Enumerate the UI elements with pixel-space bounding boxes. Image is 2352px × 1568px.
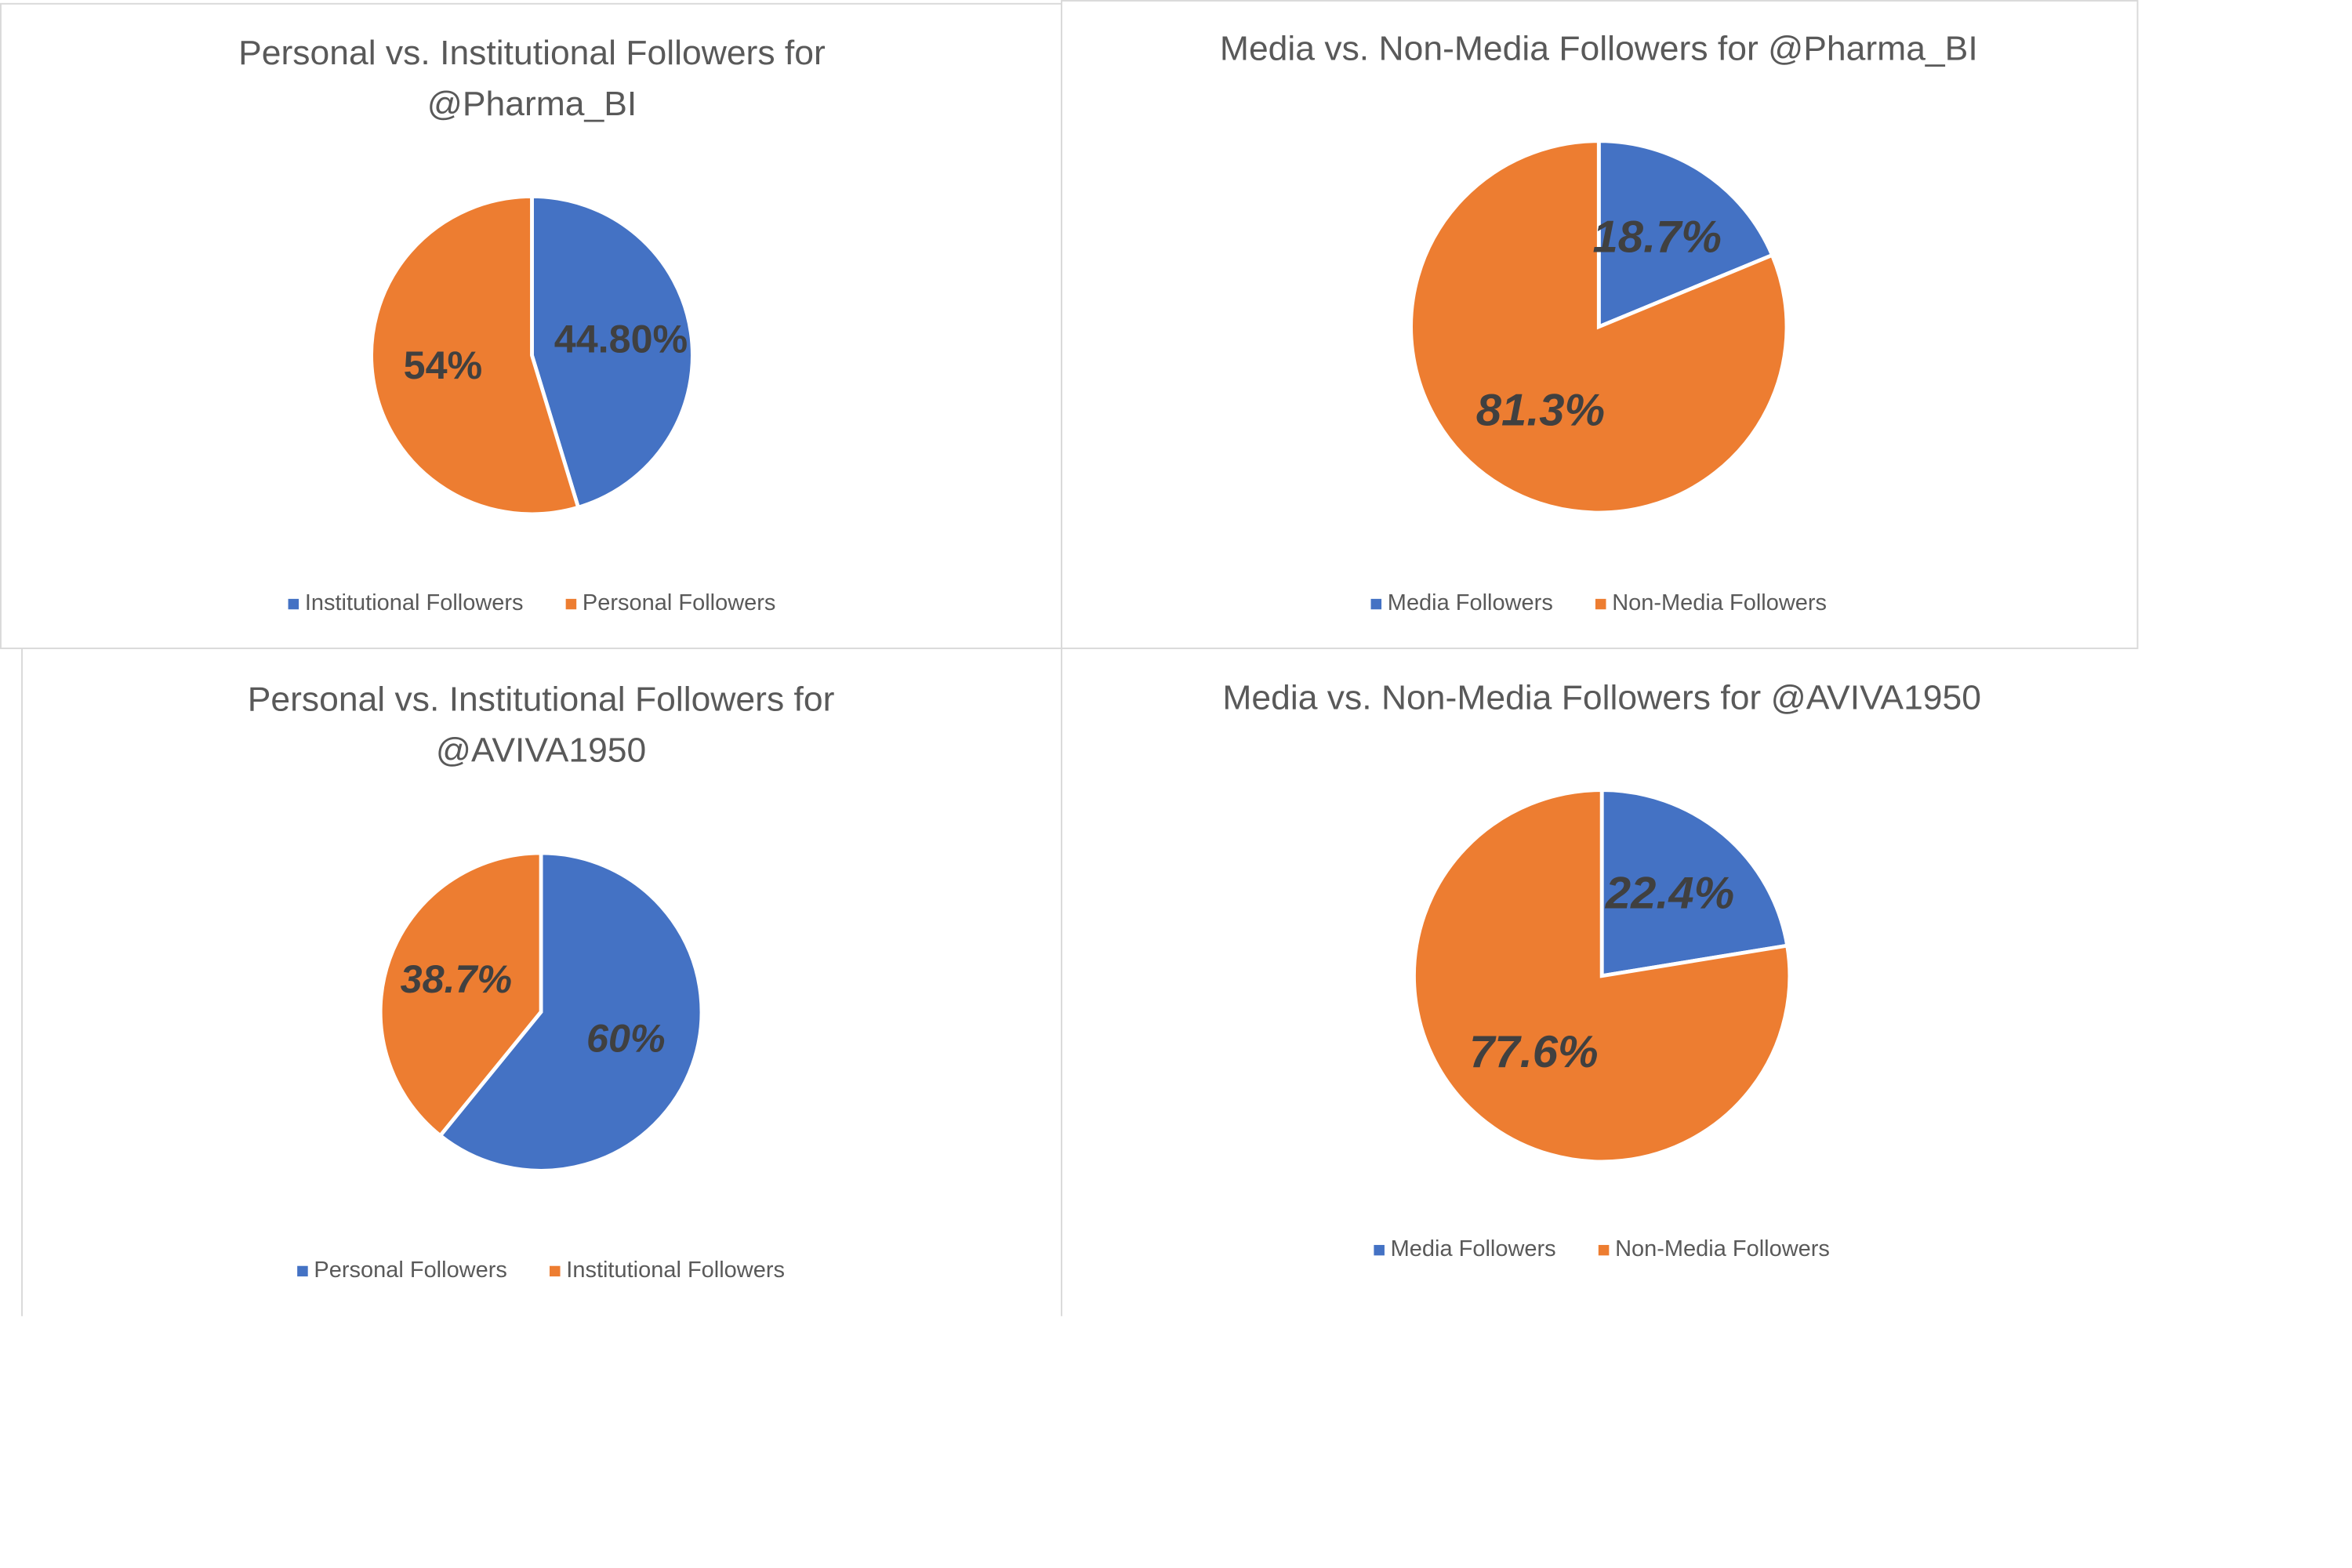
data-label: 22.4% — [1605, 869, 1734, 919]
legend-label: Non-Media Followers — [1612, 590, 1827, 615]
legend-label: Institutional Followers — [566, 1258, 785, 1283]
legend-label: Personal Followers — [314, 1258, 506, 1283]
legend-label: Institutional Followers — [305, 590, 524, 615]
data-label: 60% — [586, 1017, 666, 1061]
legend-label: Media Followers — [1388, 590, 1553, 615]
legend-swatch — [288, 598, 299, 610]
legend-label: Personal Followers — [583, 590, 775, 615]
pie-slice — [1596, 139, 1775, 330]
chart-title-box: Media vs. Non-Media Followers for @AVIVA… — [1222, 677, 1981, 717]
chart-title: Personal vs. Institutional Followers for… — [238, 33, 826, 123]
legend-label: Non-Media Followers — [1615, 1236, 1830, 1261]
pie-slice — [437, 851, 704, 1173]
data-label: 38.7% — [401, 957, 512, 1001]
legend-swatch — [1598, 1244, 1610, 1256]
chart-title: Media vs. Non-Media Followers for @Pharm… — [1219, 28, 1978, 68]
legend-swatch — [297, 1265, 308, 1277]
chart-title-box: Personal vs. Institutional Followers for… — [247, 679, 835, 769]
pie-slice — [1599, 788, 1790, 978]
chart-title-box: Media vs. Non-Media Followers for @Pharm… — [1219, 28, 1978, 68]
chart-title-box: Personal vs. Institutional Followers for… — [238, 33, 826, 123]
pie-slice — [378, 851, 543, 1138]
data-label: 44.80% — [554, 318, 688, 361]
legend-label: Media Followers — [1391, 1236, 1556, 1261]
pie-slice — [369, 194, 581, 517]
legend-swatch — [550, 1265, 561, 1277]
chart-title: Media vs. Non-Media Followers for @AVIVA… — [1222, 677, 1981, 717]
pie-slice — [1412, 788, 1792, 1164]
legend-swatch — [1374, 1244, 1385, 1256]
legend-swatch — [1370, 598, 1382, 610]
legend-swatch — [565, 598, 577, 610]
pie-slice — [530, 194, 695, 510]
pie-slice — [1409, 139, 1789, 515]
data-label: 18.7% — [1593, 212, 1722, 263]
data-label: 77.6% — [1469, 1027, 1598, 1077]
legend-swatch — [1595, 598, 1606, 610]
data-label: 81.3% — [1476, 386, 1605, 436]
chart-title: Personal vs. Institutional Followers for… — [247, 679, 835, 769]
data-label: 54% — [404, 343, 483, 387]
